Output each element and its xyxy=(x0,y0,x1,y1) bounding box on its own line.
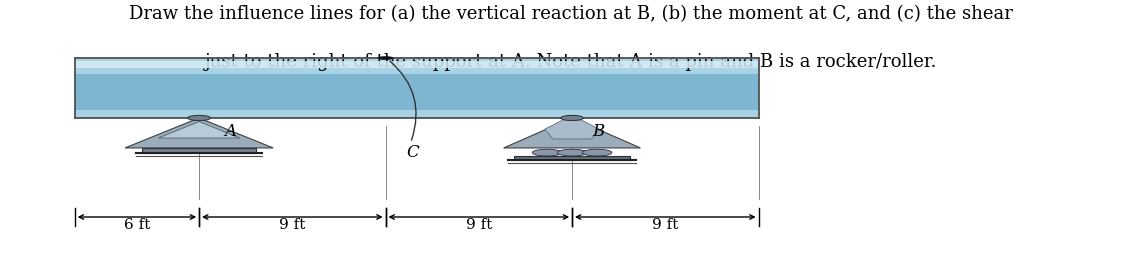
Bar xyxy=(75,74,759,110)
Bar xyxy=(141,148,257,153)
Circle shape xyxy=(187,115,210,121)
Polygon shape xyxy=(159,122,240,138)
Text: 6 ft: 6 ft xyxy=(123,218,151,232)
Bar xyxy=(513,156,630,160)
Circle shape xyxy=(557,149,586,156)
Polygon shape xyxy=(503,118,640,148)
Text: B: B xyxy=(592,123,605,140)
Polygon shape xyxy=(126,118,273,148)
Text: A: A xyxy=(224,123,236,140)
Text: C: C xyxy=(406,144,419,161)
Text: 9 ft: 9 ft xyxy=(653,218,679,232)
Circle shape xyxy=(378,56,394,60)
Circle shape xyxy=(582,149,612,156)
Circle shape xyxy=(560,115,583,121)
Text: just to the right of the support at A. Note that A is a pin and B is a rocker/ro: just to the right of the support at A. N… xyxy=(204,53,937,71)
Bar xyxy=(75,61,759,68)
Circle shape xyxy=(532,149,561,156)
Bar xyxy=(75,58,759,118)
Text: 9 ft: 9 ft xyxy=(280,218,306,232)
Text: 9 ft: 9 ft xyxy=(466,218,492,232)
Polygon shape xyxy=(544,119,599,139)
Text: Draw the influence lines for (a) the vertical reaction at B, (b) the moment at C: Draw the influence lines for (a) the ver… xyxy=(129,5,1012,23)
